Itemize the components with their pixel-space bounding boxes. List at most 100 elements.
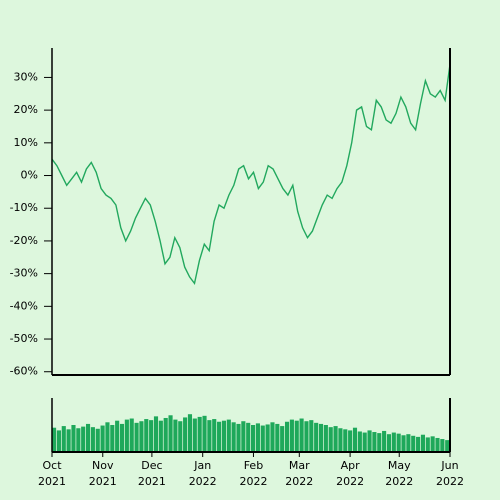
volume-bar — [420, 434, 426, 452]
y-tick-label: 30% — [14, 70, 38, 83]
price-line — [51, 64, 451, 286]
volume-bar — [236, 423, 241, 452]
x-tick-label: Jan 2022 — [189, 459, 217, 488]
volume-bar — [149, 420, 154, 452]
volume-bar — [115, 420, 120, 452]
x-tick-label: Mar 2022 — [285, 459, 313, 488]
volume-bar — [61, 426, 66, 452]
volume-bar — [357, 431, 362, 452]
volume-bar — [212, 419, 217, 452]
volume-bar — [76, 428, 81, 452]
volume-bar — [100, 425, 105, 452]
volume-bar — [289, 419, 294, 452]
volume-bar — [401, 435, 406, 452]
volume-bar — [348, 430, 353, 452]
x-tick-label: Apr 2022 — [336, 459, 364, 488]
volume-bar — [183, 417, 188, 452]
x-tick-label: Jun 2022 — [436, 459, 464, 488]
volume-bar — [90, 427, 95, 452]
x-tick-label: Oct 2021 — [38, 459, 66, 488]
volume-bar — [382, 430, 387, 452]
volume-bar — [352, 427, 358, 452]
volume-bar — [105, 422, 110, 452]
volume-bar — [168, 415, 173, 452]
volume-bar — [207, 420, 212, 452]
volume-bar — [416, 436, 421, 452]
volume-bar — [396, 433, 401, 452]
volume-bar — [299, 418, 304, 452]
volume-bar — [440, 439, 445, 452]
volume-bar — [158, 420, 163, 452]
volume-bar — [52, 427, 57, 452]
volume-bar — [217, 421, 222, 452]
volume-bar — [110, 425, 115, 452]
volume-bar — [314, 422, 319, 452]
volume-bar — [391, 432, 396, 452]
volume-bar — [445, 440, 450, 452]
volume-bar — [284, 421, 290, 452]
y-tick-label: 0% — [21, 169, 38, 182]
volume-bar — [270, 422, 275, 452]
x-tick-label: May 2022 — [385, 459, 413, 488]
volume-bar — [129, 418, 134, 452]
x-tick-label: Dec 2021 — [138, 459, 166, 488]
volume-bar — [192, 418, 197, 452]
volume-bar — [265, 424, 270, 452]
volume-bar — [153, 416, 159, 452]
volume-bar — [226, 419, 231, 452]
volume-bar — [328, 427, 333, 452]
volume-bar — [124, 419, 129, 452]
volume-bar — [163, 417, 168, 452]
volume-bar — [255, 423, 260, 452]
volume-bar — [202, 415, 207, 452]
volume-bar — [56, 430, 61, 452]
volume-bar — [66, 429, 71, 452]
volume-bar — [251, 425, 256, 452]
y-tick-label: -60% — [10, 365, 38, 378]
y-tick-label: -30% — [10, 267, 38, 280]
volume-bar — [119, 423, 125, 452]
volume-bar — [386, 434, 392, 452]
volume-bar — [304, 421, 309, 452]
volume-bar — [187, 414, 193, 452]
volume-bar — [71, 425, 76, 452]
volume-bar — [95, 428, 100, 452]
y-tick-label: 10% — [14, 136, 38, 149]
volume-bar — [275, 423, 280, 452]
volume-bar — [435, 437, 440, 452]
volume-bar — [338, 428, 343, 452]
volume-bar — [406, 434, 411, 452]
volume-bar — [139, 421, 144, 452]
volume-bar — [260, 425, 265, 452]
volume-bar — [178, 421, 183, 452]
volume-bar — [430, 436, 435, 452]
volume-bar — [85, 423, 91, 452]
volume-bar — [362, 432, 367, 452]
volume-bar — [377, 433, 382, 452]
volume-bar — [294, 420, 299, 452]
x-tick-label: Feb 2022 — [239, 459, 267, 488]
volume-bar — [323, 425, 328, 452]
volume-bar — [241, 421, 246, 452]
volume-bar — [425, 437, 430, 452]
volume-bar — [231, 422, 236, 452]
volume-bar — [134, 422, 139, 452]
volume-bar — [280, 426, 285, 452]
volume-bar — [367, 430, 372, 452]
volume-bar — [333, 426, 338, 452]
volume-bar — [173, 419, 178, 452]
volume-bar — [246, 422, 251, 452]
y-tick-label: 20% — [14, 103, 38, 116]
volume-bar — [411, 435, 416, 452]
y-tick-label: -20% — [10, 234, 38, 247]
volume-bar — [372, 432, 377, 452]
volume-bar — [221, 420, 227, 452]
volume-bar — [343, 429, 348, 452]
y-tick-label: -10% — [10, 201, 38, 214]
volume-bar — [144, 419, 149, 452]
volume-bar — [318, 423, 324, 452]
y-tick-label: -50% — [10, 332, 38, 345]
volume-bar — [197, 416, 202, 452]
